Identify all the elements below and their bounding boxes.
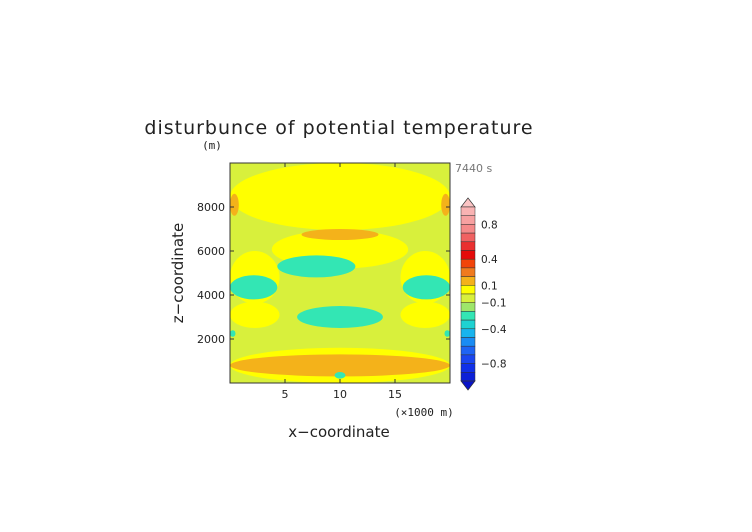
colorbar-tick-label: 0.4: [481, 254, 498, 266]
colorbar-band: [460, 250, 476, 260]
colorbar-band: [460, 215, 476, 225]
colorbar-tick-label: 0.1: [481, 280, 498, 292]
colorbar-band: [460, 258, 476, 269]
contour-region-8: [441, 193, 450, 216]
x-tick-label: 10: [333, 388, 347, 401]
time-label: 7440 s: [455, 162, 492, 175]
x-unit-label: (×1000 m): [394, 406, 454, 419]
contour-region-5: [230, 301, 280, 328]
y-axis-title: z−coordinate: [169, 223, 187, 323]
colorbar-band: [460, 285, 476, 295]
colorbar-band: [460, 337, 476, 347]
colorbar-band: [460, 311, 476, 321]
colorbar-band: [460, 345, 476, 356]
contour-region-6: [400, 301, 450, 328]
colorbar-tick-label: −0.4: [481, 324, 507, 336]
colorbar-band: [460, 293, 476, 303]
colorbar-tick-label: −0.1: [481, 298, 507, 310]
chart-title: disturbunce of potential temperature: [144, 117, 533, 139]
colorbar-band: [460, 354, 476, 364]
y-tick-label: 2000: [197, 333, 225, 346]
colorbar-upper-arrow: [460, 197, 476, 208]
x-axis-title: x−coordinate: [288, 423, 389, 441]
colorbar-tick-label: 0.8: [481, 219, 498, 231]
axes: 5 10 15 2000 4000 6000 8000: [197, 163, 450, 401]
contour-region-17: [334, 372, 346, 379]
contour-region-16: [444, 330, 450, 337]
colorbar-band: [460, 224, 476, 234]
colorbar-band: [460, 232, 476, 243]
contour-region-0: [230, 163, 450, 231]
colorbar-tick-label: −0.8: [481, 359, 507, 371]
colorbar-band: [460, 319, 476, 330]
contour-region-12: [230, 275, 278, 300]
colorbar-band: [460, 363, 476, 373]
y-tick-label: 6000: [197, 245, 225, 258]
plot-area: [230, 163, 450, 383]
x-tick-label: 5: [282, 388, 289, 401]
colorbar-band: [460, 241, 476, 251]
colorbar-band: [460, 267, 476, 277]
colorbar-band: [460, 276, 476, 286]
contour-region-10: [230, 354, 450, 377]
colorbar-band: [460, 206, 476, 216]
colorbar-band: [460, 328, 476, 338]
colorbar-band: [460, 372, 476, 382]
y-tick-label: 8000: [197, 201, 225, 214]
colorbar-band: [460, 302, 476, 312]
colorbar: 0.8 0.4 0.1 −0.1 −0.4 −0.8: [460, 197, 507, 391]
contour-region-7: [230, 193, 239, 216]
colorbar-lower-arrow: [460, 380, 476, 391]
contour-region-15: [230, 330, 236, 337]
contour-region-14: [297, 306, 383, 328]
y-unit-label: (m): [202, 139, 222, 152]
contour-region-13: [402, 275, 450, 300]
contour-regions: [230, 163, 450, 383]
x-tick-label: 15: [388, 388, 402, 401]
contour-region-11: [277, 255, 356, 278]
y-tick-label: 4000: [197, 289, 225, 302]
contour-region-9: [301, 229, 379, 240]
